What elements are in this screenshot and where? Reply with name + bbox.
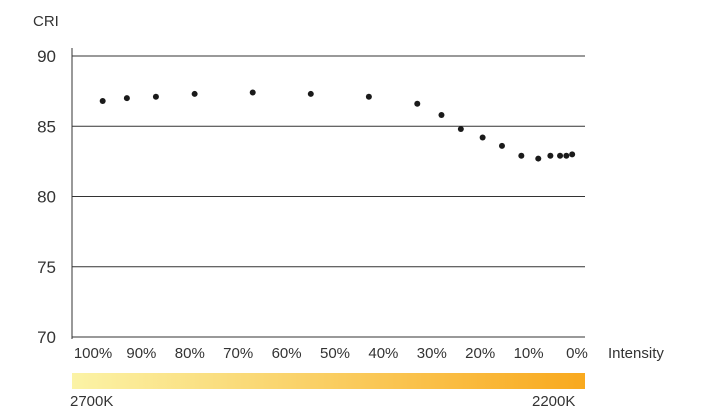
data-point [557,152,564,159]
data-points [99,89,576,162]
y-tick-label: 85 [37,117,56,136]
x-tick-labels: 100% 90% 80% 70% 60% 50% 40% 30% 20% 10% 0% [74,345,588,362]
data-point [535,155,542,162]
x-tick-label: 10% [514,345,544,362]
data-point [414,100,421,107]
x-tick-label: 80% [175,345,205,362]
data-point [518,152,525,159]
data-point [365,93,372,100]
data-point [152,93,159,100]
data-point [438,112,445,119]
y-tick-labels: 70 75 80 85 90 [37,47,56,347]
x-tick-label: 70% [223,345,253,362]
y-tick-label: 75 [37,258,56,277]
data-point [307,90,314,97]
x-tick-label: 90% [126,345,156,362]
x-tick-label: 50% [320,345,350,362]
y-tick-label: 70 [37,328,56,347]
data-point [99,97,106,104]
x-tick-label: 30% [417,345,447,362]
data-point [569,151,576,158]
data-point [498,142,505,149]
y-tick-label: 90 [37,47,56,66]
data-point [457,126,464,133]
data-point [479,134,486,141]
data-point [547,152,554,159]
data-point [563,152,570,159]
x-tick-label: 100% [74,345,112,362]
y-tick-label: 80 [37,188,56,207]
cct-start-label: 2700K [70,393,114,410]
x-axis-label: Intensity [608,345,664,362]
x-tick-label: 60% [272,345,302,362]
grid-lines [72,55,585,338]
color-temperature-bar [72,373,585,389]
data-point [191,90,198,97]
cct-end-label: 2200K [532,393,576,410]
x-tick-label: 20% [465,345,495,362]
data-point [123,95,130,102]
x-tick-label: 0% [566,345,588,362]
data-point [249,89,256,96]
x-tick-label: 40% [368,345,398,362]
y-axis-label: CRI [33,13,59,30]
